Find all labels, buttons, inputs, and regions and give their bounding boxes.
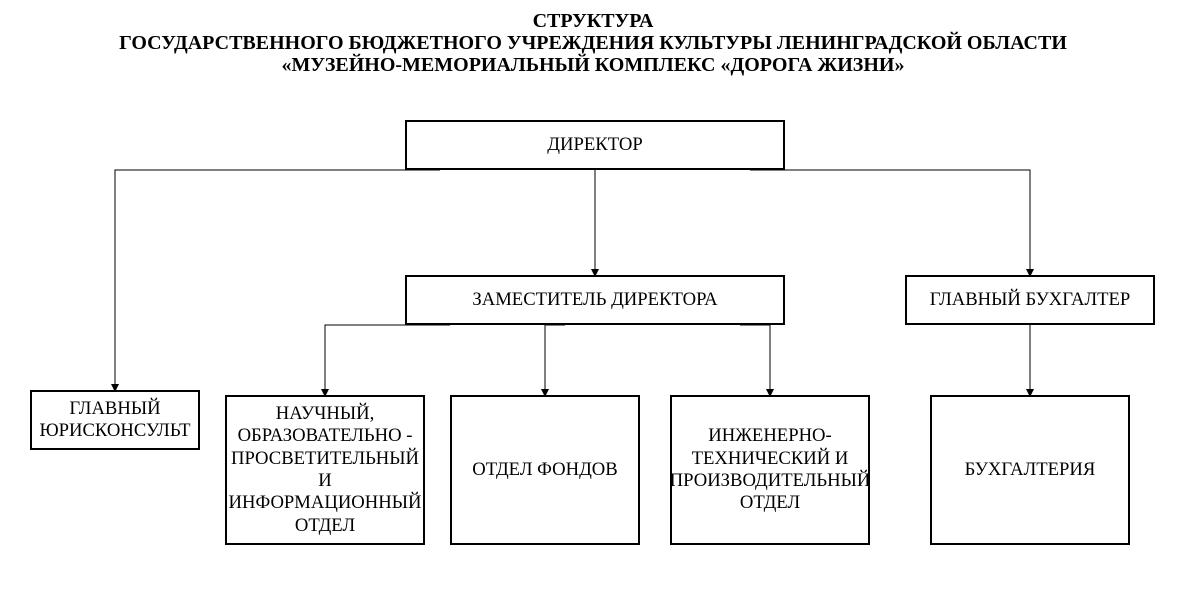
node-director: ДИРЕКТОР bbox=[405, 120, 785, 170]
edge-director-to-legal bbox=[115, 170, 440, 390]
node-legal: ГЛАВНЫЙ ЮРИСКОНСУЛЬТ bbox=[30, 390, 200, 450]
node-funds-dept: ОТДЕЛ ФОНДОВ bbox=[450, 395, 640, 545]
node-engineering-dept: ИНЖЕНЕРНО-ТЕХНИЧЕСКИЙ И ПРОИЗВОДИТЕЛЬНЫЙ… bbox=[670, 395, 870, 545]
edge-deputy-to-funds bbox=[545, 325, 565, 395]
edge-director-to-chief_acc bbox=[750, 170, 1030, 275]
node-science-dept: НАУЧНЫЙ, ОБРАЗОВАТЕЛЬНО - ПРОСВЕТИТЕЛЬНЫ… bbox=[225, 395, 425, 545]
node-accounting-dept: БУХГАЛТЕРИЯ bbox=[930, 395, 1130, 545]
node-chief-accountant: ГЛАВНЫЙ БУХГАЛТЕР bbox=[905, 275, 1155, 325]
node-deputy: ЗАМЕСТИТЕЛЬ ДИРЕКТОРА bbox=[405, 275, 785, 325]
org-chart-canvas: СТРУКТУРА ГОСУДАРСТВЕННОГО БЮДЖЕТНОГО УЧ… bbox=[0, 0, 1186, 615]
title-line-1: СТРУКТУРА bbox=[0, 10, 1186, 33]
title-line-3: «МУЗЕЙНО-МЕМОРИАЛЬНЫЙ КОМПЛЕКС «ДОРОГА Ж… bbox=[0, 54, 1186, 77]
title-line-2: ГОСУДАРСТВЕННОГО БЮДЖЕТНОГО УЧРЕЖДЕНИЯ К… bbox=[0, 32, 1186, 55]
edge-deputy-to-engineering bbox=[740, 325, 770, 395]
edge-deputy-to-science bbox=[325, 325, 450, 395]
